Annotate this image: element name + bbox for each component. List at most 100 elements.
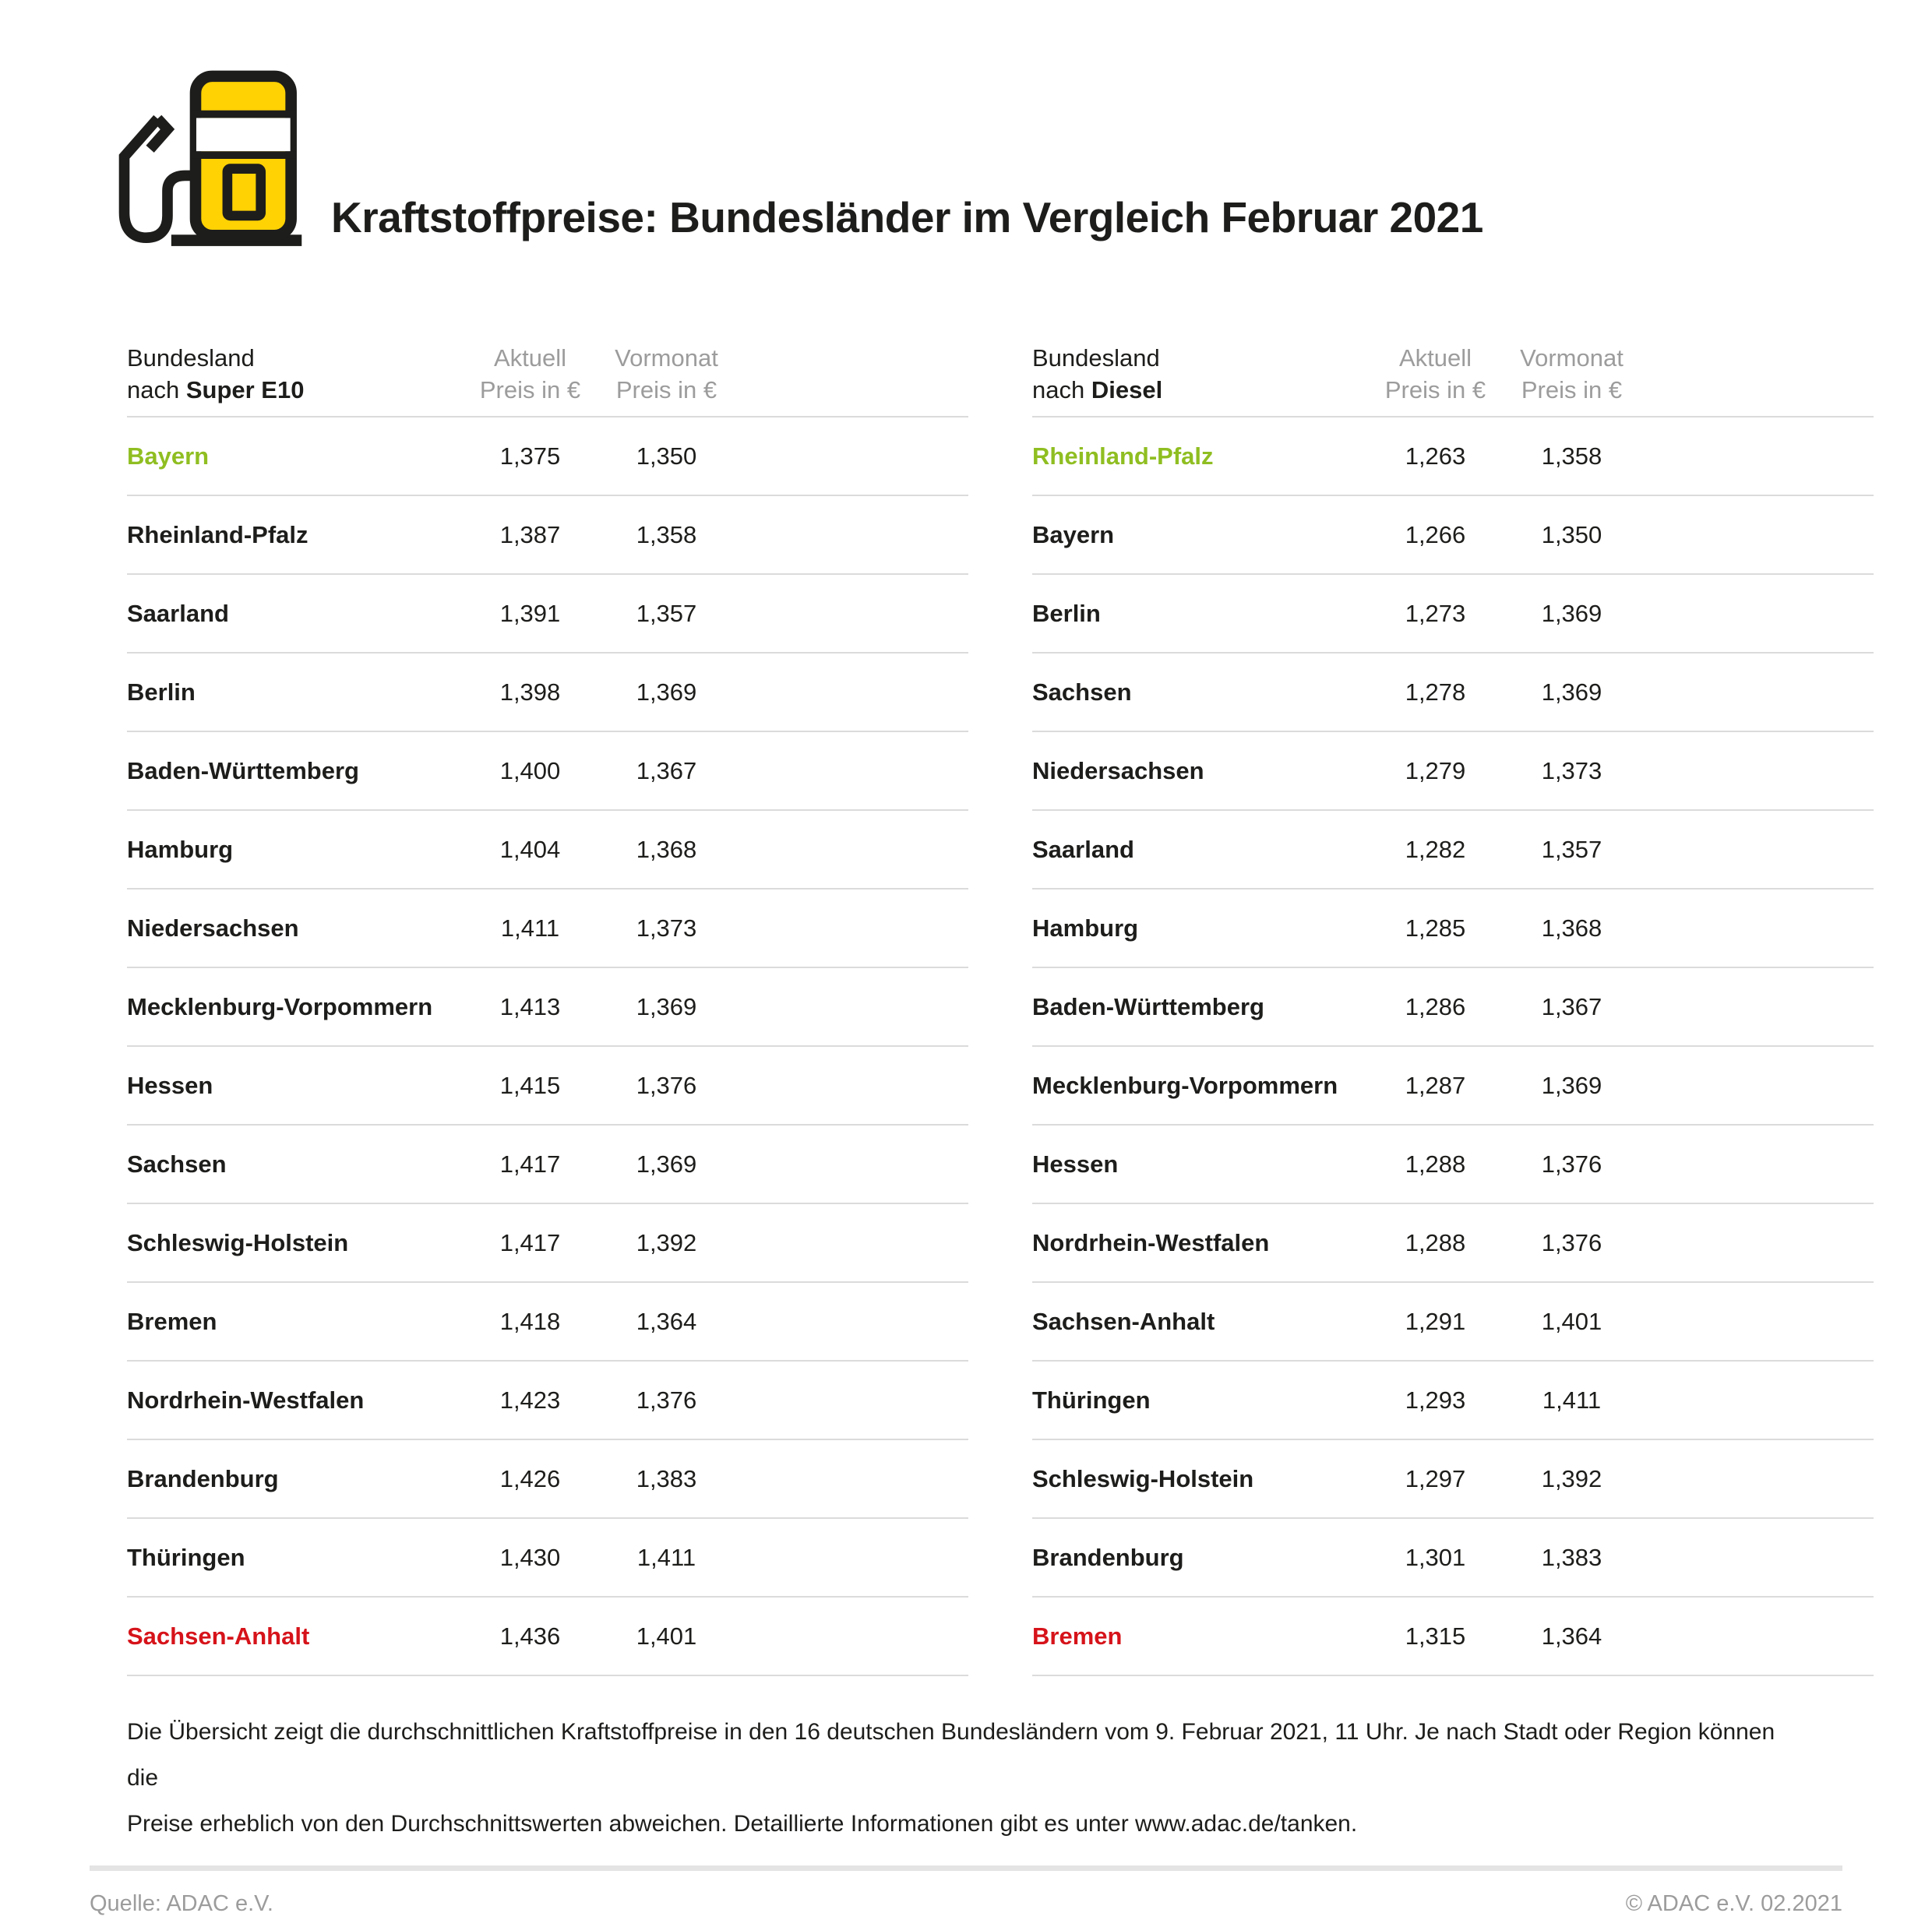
price-previous-month: 1,373: [636, 914, 697, 942]
masthead: Kraftstoffpreise: Bundesländer im Vergle…: [0, 0, 1932, 250]
table-row: Berlin 1,398 1,369: [127, 654, 968, 732]
state-name: Schleswig-Holstein: [1032, 1464, 1254, 1492]
price-previous-month: 1,350: [636, 442, 697, 470]
column-header-nach: nach: [127, 376, 186, 403]
table-row: Rheinland-Pfalz 1,387 1,358: [127, 496, 968, 575]
table-row: Baden-Württemberg 1,286 1,367: [1032, 968, 1874, 1047]
column-header-aktuell: Aktuell Preis in €: [1384, 344, 1486, 403]
price-previous-month: 1,369: [1541, 1071, 1602, 1099]
footer-divider: [90, 1865, 1842, 1871]
table-row: Saarland 1,282 1,357: [1032, 811, 1874, 890]
price-tables: Bundesland nach Super E10 Aktuell Preis …: [127, 342, 1889, 1676]
price-current: 1,282: [1405, 835, 1466, 863]
footnote-line2: Preise erheblich von den Durchschnittswe…: [127, 1811, 1358, 1837]
table-row: Bremen 1,418 1,364: [127, 1283, 968, 1362]
table-row: Brandenburg 1,426 1,383: [127, 1440, 968, 1519]
state-name: Hamburg: [1032, 914, 1139, 942]
price-previous-month: 1,401: [636, 1622, 697, 1650]
price-previous-month: 1,392: [636, 1228, 697, 1256]
table-row: Hessen 1,288 1,376: [1032, 1126, 1874, 1204]
column-header-bundesland: Bundesland nach Super E10: [127, 342, 462, 406]
price-previous-month: 1,357: [1541, 835, 1602, 863]
price-previous-month: 1,376: [1541, 1228, 1602, 1256]
price-current: 1,415: [499, 1071, 561, 1099]
column-header-line1: Bundesland: [1032, 344, 1160, 372]
price-current: 1,278: [1405, 678, 1466, 706]
state-name: Sachsen-Anhalt: [1032, 1307, 1215, 1335]
price-current: 1,263: [1405, 442, 1466, 470]
price-previous-month: 1,383: [1541, 1543, 1602, 1571]
fuel-type-label: Super E10: [185, 376, 305, 403]
price-current: 1,436: [499, 1622, 561, 1650]
copyright-label: © ADAC e.V. 02.2021: [1625, 1891, 1842, 1916]
table-row: Mecklenburg-Vorpommern 1,287 1,369: [1032, 1047, 1874, 1126]
price-previous-month: 1,358: [636, 520, 697, 548]
price-current: 1,285: [1405, 914, 1466, 942]
table-row: Mecklenburg-Vorpommern 1,413 1,369: [127, 968, 968, 1047]
table-diesel: Bundesland nach Diesel Aktuell Preis in …: [1032, 342, 1874, 1676]
state-name: Thüringen: [1032, 1386, 1151, 1414]
footnote: Die Übersicht zeigt die durchschnittlich…: [127, 1709, 1784, 1847]
state-name: Saarland: [1032, 835, 1134, 863]
state-name: Thüringen: [127, 1543, 245, 1571]
price-previous-month: 1,411: [636, 1543, 696, 1571]
table-row: Bayern 1,266 1,350: [1032, 496, 1874, 575]
price-current: 1,418: [499, 1307, 561, 1335]
table-row: Brandenburg 1,301 1,383: [1032, 1519, 1874, 1598]
fuel-pump-icon: [118, 70, 302, 246]
price-current: 1,413: [499, 992, 561, 1020]
table-row: Saarland 1,391 1,357: [127, 575, 968, 654]
state-name: Schleswig-Holstein: [127, 1228, 349, 1256]
price-current: 1,400: [499, 756, 561, 784]
column-header-nach: nach: [1032, 376, 1091, 403]
price-previous-month: 1,392: [1541, 1464, 1602, 1492]
price-previous-month: 1,350: [1541, 520, 1602, 548]
state-name: Bremen: [1032, 1622, 1123, 1650]
column-header-bundesland: Bundesland nach Diesel: [1032, 342, 1367, 406]
price-current: 1,291: [1405, 1307, 1466, 1335]
table-row: Berlin 1,273 1,369: [1032, 575, 1874, 654]
price-previous-month: 1,369: [636, 678, 697, 706]
price-current: 1,288: [1405, 1228, 1466, 1256]
table-row: Sachsen-Anhalt 1,291 1,401: [1032, 1283, 1874, 1362]
table-row: Thüringen 1,293 1,411: [1032, 1362, 1874, 1440]
price-current: 1,411: [500, 914, 560, 942]
state-name: Hessen: [1032, 1150, 1119, 1178]
price-current: 1,417: [499, 1228, 561, 1256]
price-previous-month: 1,411: [1542, 1386, 1602, 1414]
state-name: Rheinland-Pfalz: [127, 520, 308, 548]
table-row: Niedersachsen 1,279 1,373: [1032, 732, 1874, 811]
state-name: Baden-Württemberg: [1032, 992, 1264, 1020]
state-name: Niedersachsen: [1032, 756, 1204, 784]
price-previous-month: 1,369: [636, 1150, 697, 1178]
state-name: Sachsen-Anhalt: [127, 1622, 310, 1650]
price-previous-month: 1,367: [1541, 992, 1602, 1020]
state-name: Sachsen: [127, 1150, 227, 1178]
price-current: 1,417: [499, 1150, 561, 1178]
price-current: 1,315: [1405, 1622, 1466, 1650]
price-previous-month: 1,364: [1541, 1622, 1602, 1650]
price-current: 1,391: [499, 599, 561, 627]
fuel-type-label: Diesel: [1091, 376, 1163, 403]
column-header-line1: Bundesland: [127, 344, 255, 372]
price-previous-month: 1,364: [636, 1307, 697, 1335]
price-current: 1,293: [1405, 1386, 1466, 1414]
price-previous-month: 1,367: [636, 756, 697, 784]
state-name: Mecklenburg-Vorpommern: [1032, 1071, 1338, 1099]
state-name: Berlin: [127, 678, 196, 706]
table-row: Niedersachsen 1,411 1,373: [127, 890, 968, 968]
table-row: Hessen 1,415 1,376: [127, 1047, 968, 1126]
price-previous-month: 1,376: [1541, 1150, 1602, 1178]
price-current: 1,266: [1405, 520, 1466, 548]
price-current: 1,404: [499, 835, 561, 863]
table-row: Nordrhein-Westfalen 1,423 1,376: [127, 1362, 968, 1440]
price-previous-month: 1,383: [636, 1464, 697, 1492]
state-name: Mecklenburg-Vorpommern: [127, 992, 433, 1020]
price-previous-month: 1,368: [636, 835, 697, 863]
table-row: Hamburg 1,404 1,368: [127, 811, 968, 890]
table-row: Rheinland-Pfalz 1,263 1,358: [1032, 417, 1874, 496]
table-row: Baden-Württemberg 1,400 1,367: [127, 732, 968, 811]
table-row: Sachsen-Anhalt 1,436 1,401: [127, 1598, 968, 1676]
state-name: Hessen: [127, 1071, 213, 1099]
